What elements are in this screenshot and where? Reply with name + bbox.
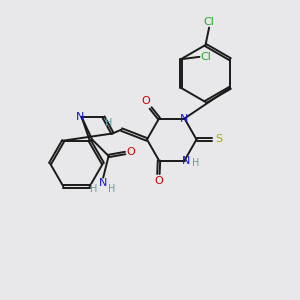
Text: O: O [154,176,163,187]
Text: S: S [215,134,222,145]
Text: N: N [182,155,190,166]
Text: H: H [90,184,97,194]
Text: N: N [180,113,189,124]
Text: Cl: Cl [204,17,214,27]
Text: H: H [192,158,200,169]
Text: H: H [108,184,115,194]
Text: N: N [99,178,107,188]
Text: N: N [76,112,84,122]
Text: H: H [105,118,112,128]
Text: O: O [142,95,151,106]
Text: Cl: Cl [201,52,212,62]
Text: O: O [127,146,136,157]
